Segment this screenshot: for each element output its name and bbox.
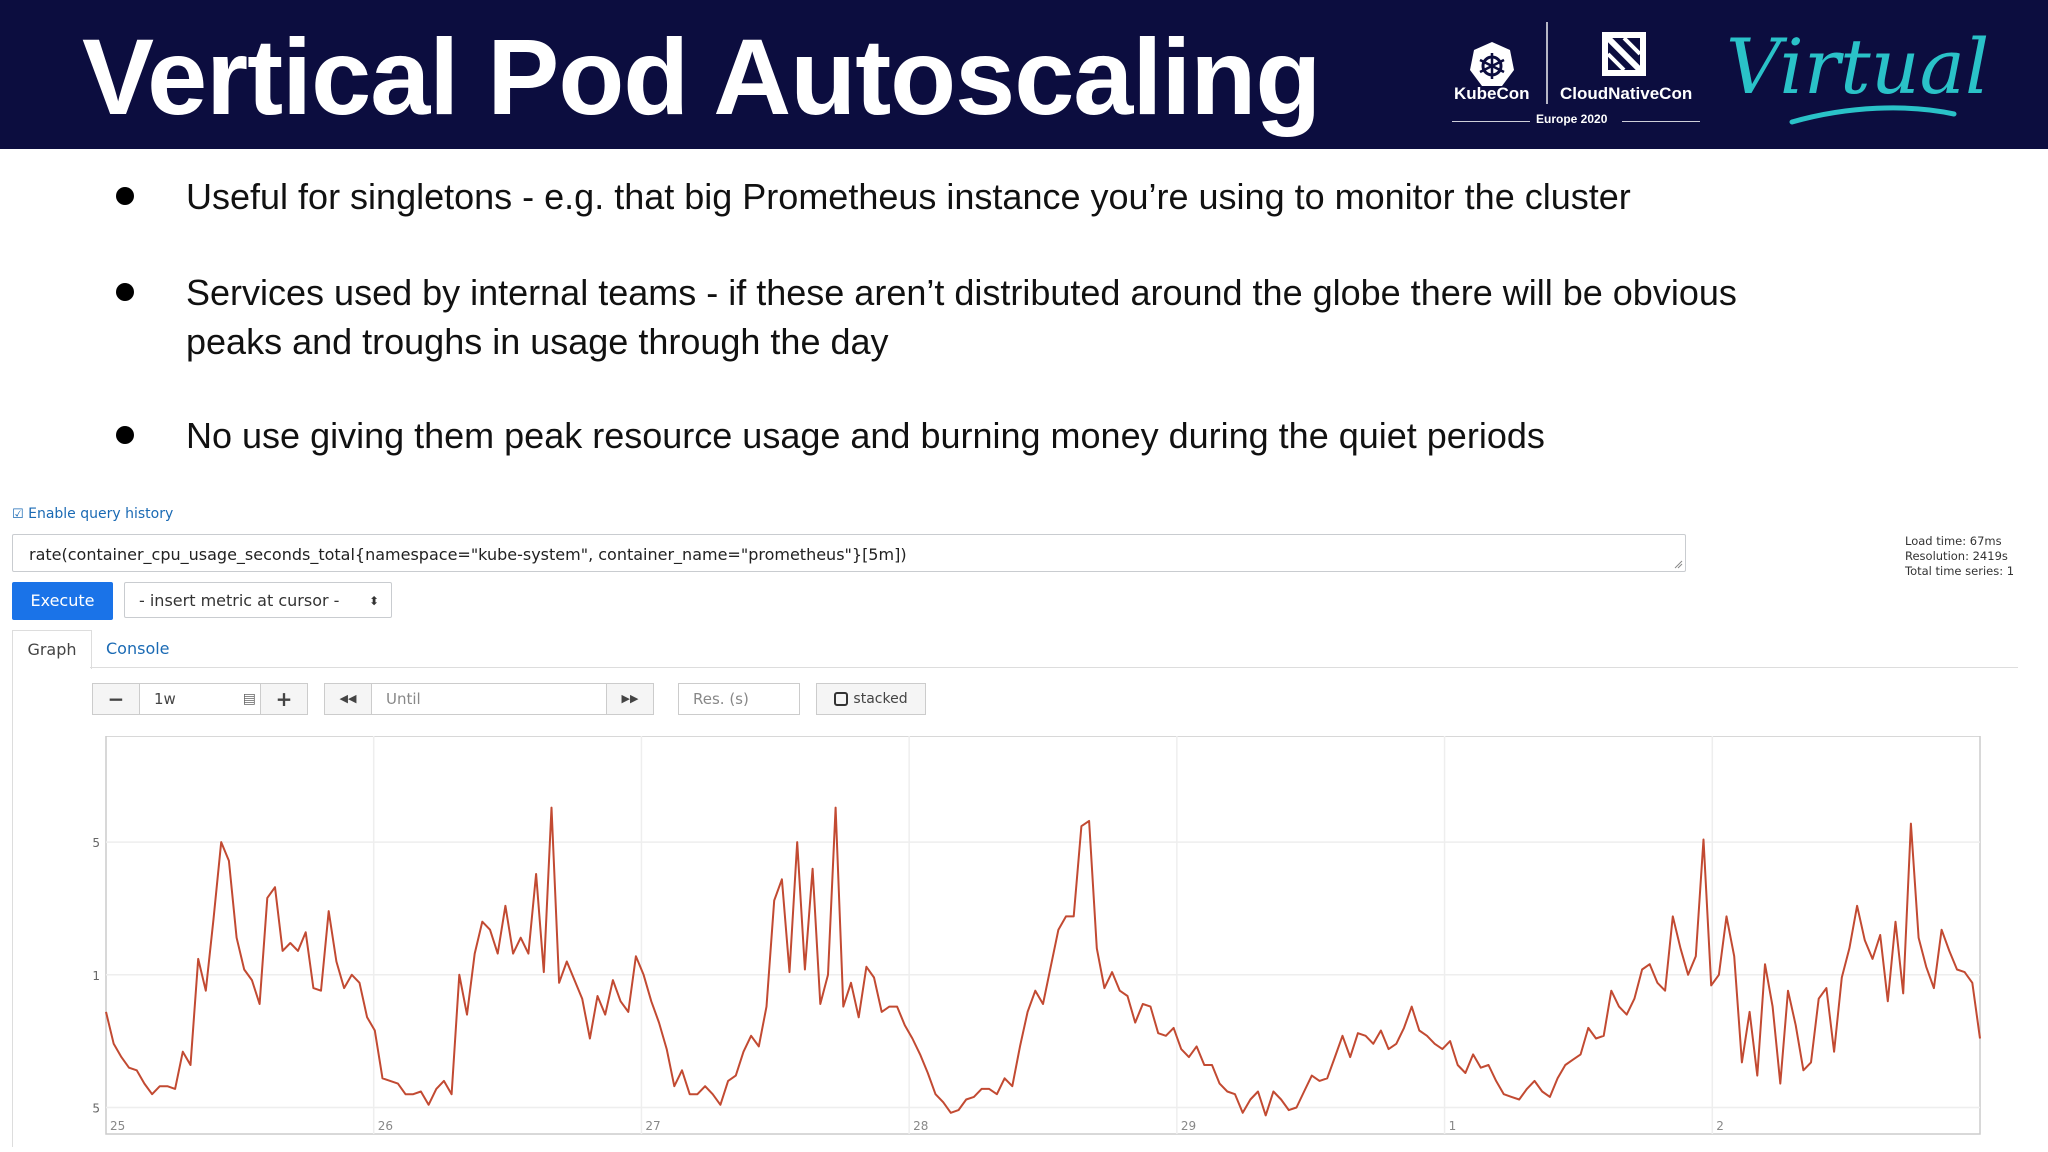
plot-area <box>105 736 1981 1135</box>
logo-divider <box>1546 22 1548 104</box>
x-tick-label: 25 <box>110 1119 125 1133</box>
bullet-text: Services used by internal teams - if the… <box>186 272 1737 362</box>
decrease-range-button[interactable]: − <box>92 683 140 715</box>
increase-range-button[interactable]: + <box>260 683 308 715</box>
logo-rule-right <box>1622 121 1700 122</box>
checkbox-empty-icon <box>834 692 849 706</box>
step-back-button[interactable]: ◀◀ <box>324 683 372 715</box>
slide-header: Vertical Pod Autoscaling KubeCon CloudNa… <box>0 0 2048 149</box>
bullet-text: No use giving them peak resource usage a… <box>186 415 1545 456</box>
y-tick-label: 0.5 <box>92 1101 100 1115</box>
x-tick-label: 28 <box>913 1119 928 1133</box>
cloudnativecon-wordmark: CloudNativeCon <box>1560 84 1693 103</box>
kubecon-wordmark: KubeCon <box>1454 84 1530 103</box>
x-tick-label: 1 <box>1449 1119 1457 1133</box>
conference-logos: KubeCon CloudNativeCon Europe 2020 Virtu… <box>1448 16 2008 134</box>
step-forward-button[interactable]: ▶▶ <box>606 683 654 715</box>
y-tick-label: 1.5 <box>92 836 100 850</box>
logo-rule-left <box>1452 121 1530 122</box>
cloudnativecon-logo-icon <box>1602 32 1646 76</box>
select-arrows-icon: ⬍ <box>368 594 379 608</box>
range-value: 1w <box>154 690 176 708</box>
tab-divider <box>90 667 2018 668</box>
total-series: Total time series: 1 <box>1905 564 2015 578</box>
query-expression: rate(container_cpu_usage_seconds_total{n… <box>29 545 907 564</box>
series-line <box>105 806 1981 1117</box>
query-input[interactable]: rate(container_cpu_usage_seconds_total{n… <box>12 534 1686 572</box>
x-tick-label: 29 <box>1181 1119 1196 1133</box>
resolution: Resolution: 2419s <box>1905 549 2008 563</box>
bullet-text: Useful for singletons - e.g. that big Pr… <box>186 176 1631 217</box>
query-history-label: Enable query history <box>28 506 174 522</box>
checkbox-checked-icon: ☑ <box>12 507 24 522</box>
range-input[interactable]: 1w ▤ <box>139 683 261 715</box>
event-subtitle: Europe 2020 <box>1536 112 1608 126</box>
stacked-toggle[interactable]: stacked <box>816 683 926 715</box>
virtual-underline-swash <box>1789 105 1957 125</box>
tab-console[interactable]: Console <box>106 639 170 658</box>
kubecon-logo-icon <box>1470 42 1514 86</box>
slide-title: Vertical Pod Autoscaling <box>82 16 1321 137</box>
execute-button[interactable]: Execute <box>12 582 113 620</box>
x-tick-label: 2 <box>1716 1119 1724 1133</box>
cpu-usage-chart[interactable]: 1.5 1 0.5 25 26 27 28 29 1 2 <box>92 736 1986 1140</box>
bullet-dot <box>116 283 134 301</box>
load-time: Load time: 67ms <box>1905 534 2002 548</box>
resize-handle-icon[interactable] <box>1673 559 1683 569</box>
graph-panel <box>12 667 2018 1147</box>
x-tick-label: 26 <box>378 1119 393 1133</box>
bullet-dot <box>116 187 134 205</box>
query-history-toggle[interactable]: ☑ Enable query history <box>12 506 173 522</box>
query-stats: Load time: 67ms Resolution: 2419s Total … <box>1905 534 2014 579</box>
bullet-dot <box>116 426 134 444</box>
insert-metric-select[interactable]: - insert metric at cursor - ⬍ <box>124 582 392 618</box>
y-tick-label: 1 <box>92 969 100 983</box>
virtual-wordmark: Virtual <box>1726 22 1990 111</box>
stacked-label: stacked <box>853 691 908 707</box>
until-input[interactable]: Until <box>371 683 607 715</box>
prometheus-ui: ☑ Enable query history rate(container_cp… <box>12 500 2032 1152</box>
insert-metric-label: - insert metric at cursor - <box>139 591 340 610</box>
tab-graph[interactable]: Graph <box>12 630 92 669</box>
x-tick-label: 27 <box>645 1119 660 1133</box>
calendar-icon: ▤ <box>242 691 256 707</box>
resolution-input[interactable]: Res. (s) <box>678 683 800 715</box>
